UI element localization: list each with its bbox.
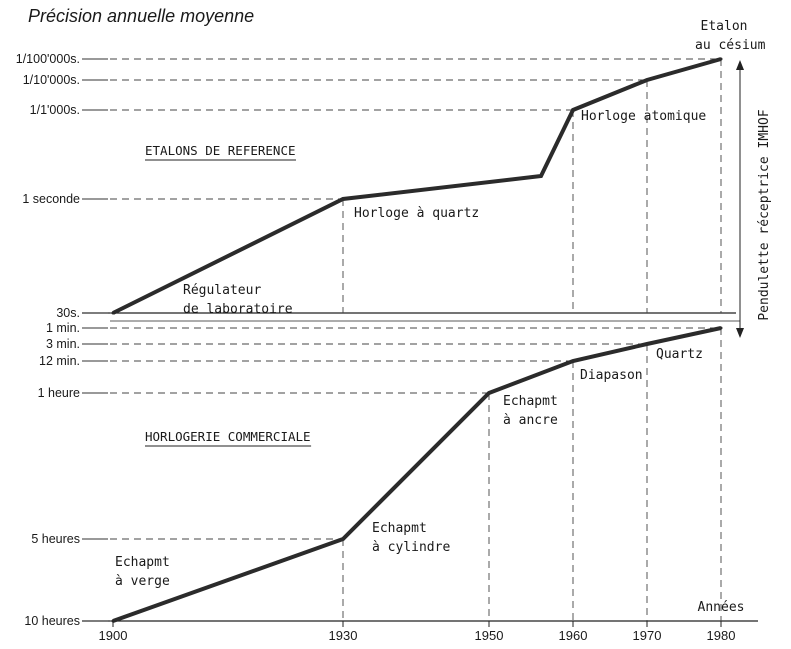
y-tick-label-10-heures: 10 heures	[24, 614, 80, 628]
annotation-etalon: Etalon	[701, 19, 748, 34]
y-tick-label-1-heure: 1 heure	[38, 386, 80, 400]
data-point	[719, 326, 723, 330]
data-point	[719, 57, 723, 61]
annotation-de-laboratoire: de laboratoire	[183, 302, 293, 317]
x-tick-label-1960: 1960	[559, 628, 588, 643]
annotation-verge: à verge	[115, 574, 170, 589]
annotation-cylindre: à cylindre	[372, 540, 450, 555]
annotation-r-gulateur: Régulateur	[183, 283, 261, 298]
data-point	[341, 197, 345, 201]
annotation-echapmt: Echapmt	[372, 521, 427, 536]
series-line-bottom	[112, 326, 722, 623]
section-label-bottom: HORLOGERIE COMMERCIALE	[145, 429, 311, 444]
x-tick-label-1970: 1970	[633, 628, 662, 643]
data-point	[111, 311, 115, 315]
y-tick-label-12-min: 12 min.	[39, 354, 80, 368]
section-label-top: ETALONS DE REFERENCE	[145, 143, 296, 158]
y-tick-label-5-heures: 5 heures	[31, 532, 80, 546]
y-tick-label-1-seconde: 1 seconde	[22, 192, 80, 206]
y-tick-label-30s: 30s.	[56, 306, 80, 320]
y-tick-label-1-min: 1 min.	[46, 321, 80, 335]
data-point	[645, 78, 649, 82]
x-tick-label-1900: 1900	[99, 628, 128, 643]
side-arrow-head-bottom	[736, 328, 744, 338]
annotation-echapmt: Echapmt	[115, 555, 170, 570]
data-point	[645, 342, 649, 346]
y-tick-label-1-100-000s: 1/100'000s.	[16, 52, 80, 66]
annotation-au-c-sium: au césium	[695, 38, 766, 53]
x-tick-label-1980: 1980	[707, 628, 736, 643]
x-tick-label-1930: 1930	[329, 628, 358, 643]
x-tick-label-1950: 1950	[475, 628, 504, 643]
annotation-horloge-quartz: Horloge à quartz	[354, 206, 479, 221]
chart-title: Précision annuelle moyenne	[28, 6, 255, 26]
side-label: Pendulette réceptrice IMHOF	[757, 109, 772, 320]
side-arrow-head-top	[736, 60, 744, 70]
annotation-diapason: Diapason	[580, 368, 643, 383]
annotation-ancre: à ancre	[503, 413, 558, 428]
data-point	[571, 359, 575, 363]
x-axis-label: Années	[698, 600, 745, 615]
y-tick-label-1-1-000s: 1/1'000s.	[30, 103, 80, 117]
y-tick-label-1-10-000s: 1/10'000s.	[23, 73, 80, 87]
series-line-top	[112, 57, 722, 315]
data-point	[487, 391, 491, 395]
annotation-quartz: Quartz	[656, 347, 703, 362]
annotation-horloge-atomique: Horloge atomique	[581, 109, 706, 124]
annotation-echapmt: Echapmt	[503, 394, 558, 409]
y-tick-label-3-min: 3 min.	[46, 337, 80, 351]
data-point	[539, 174, 543, 178]
data-point	[341, 537, 345, 541]
data-point	[571, 108, 575, 112]
